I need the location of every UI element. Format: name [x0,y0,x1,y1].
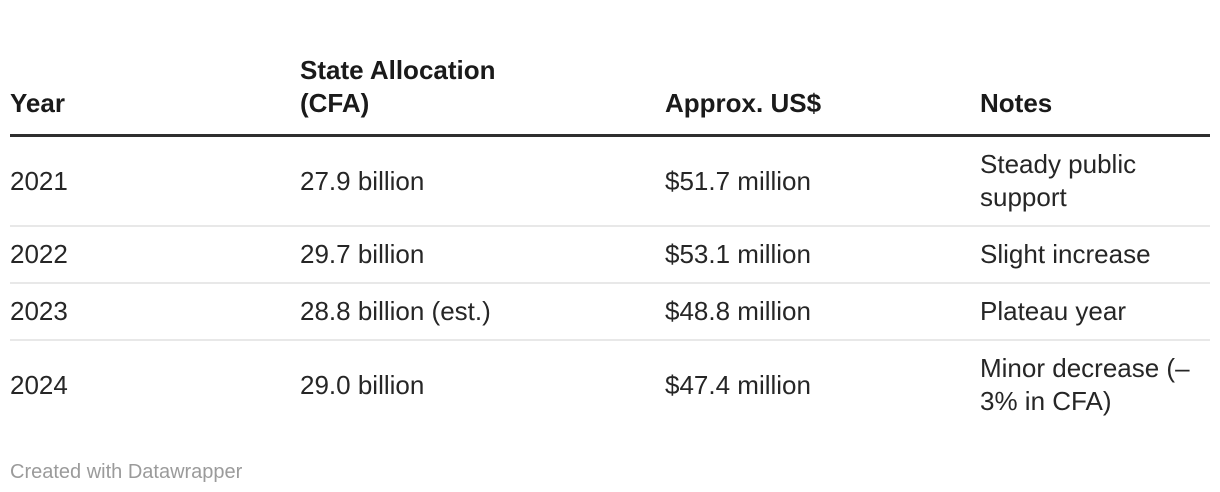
column-header-state-allocation-label: State Allocation (CFA) [300,55,496,119]
cell-usd: $51.7 million [665,135,980,228]
cell-usd: $47.4 million [665,369,811,400]
cell-year: 2021 [10,135,300,228]
footer-credit: Created with Datawrapper [10,461,1210,484]
cell-allocation: 29.7 billion [300,226,665,285]
column-header-approx-usd: Approx. US$ [665,20,980,138]
table-row-2023: 2023 28.8 billion (est.) $48.8 million P… [10,283,1210,342]
cell-year: 2024 [10,369,68,400]
cell-year: 2022 [10,226,300,285]
datawrapper-credit-link[interactable]: Created with Datawrapper [10,461,243,484]
cell-notes: Slight increase [980,226,1210,285]
cell-notes: Minor decrease (–3% in CFA) [980,353,1190,417]
cell-allocation: 28.8 billion (est.) [300,283,665,342]
cell-allocation: 27.9 billion [300,135,665,228]
column-header-state-allocation: State Allocation (CFA) [300,20,665,138]
cell-year: 2023 [10,283,300,342]
table-row-2022: 2022 29.7 billion $53.1 million Slight i… [10,226,1210,285]
column-header-notes-label: Notes [980,88,1053,119]
column-header-year: Year [10,20,300,138]
header-row: Year State Allocation (CFA) Approx. US$ … [10,20,1210,138]
column-header-notes: Notes [980,20,1210,138]
cell-notes: Plateau year [980,283,1210,342]
column-header-year-label: Year [10,88,65,119]
data-table: Year State Allocation (CFA) Approx. US$ … [10,20,1210,429]
table-row-2021: 2021 27.9 billion $51.7 million Steady p… [10,135,1210,228]
table-row-2024: 2024 29.0 billion $47.4 million Minor de… [10,340,1210,429]
column-header-approx-usd-label: Approx. US$ [665,88,822,119]
cell-notes: Steady public support [980,135,1210,228]
cell-usd: $48.8 million [665,283,980,342]
cell-usd: $53.1 million [665,226,980,285]
cell-allocation: 29.0 billion [300,369,425,400]
